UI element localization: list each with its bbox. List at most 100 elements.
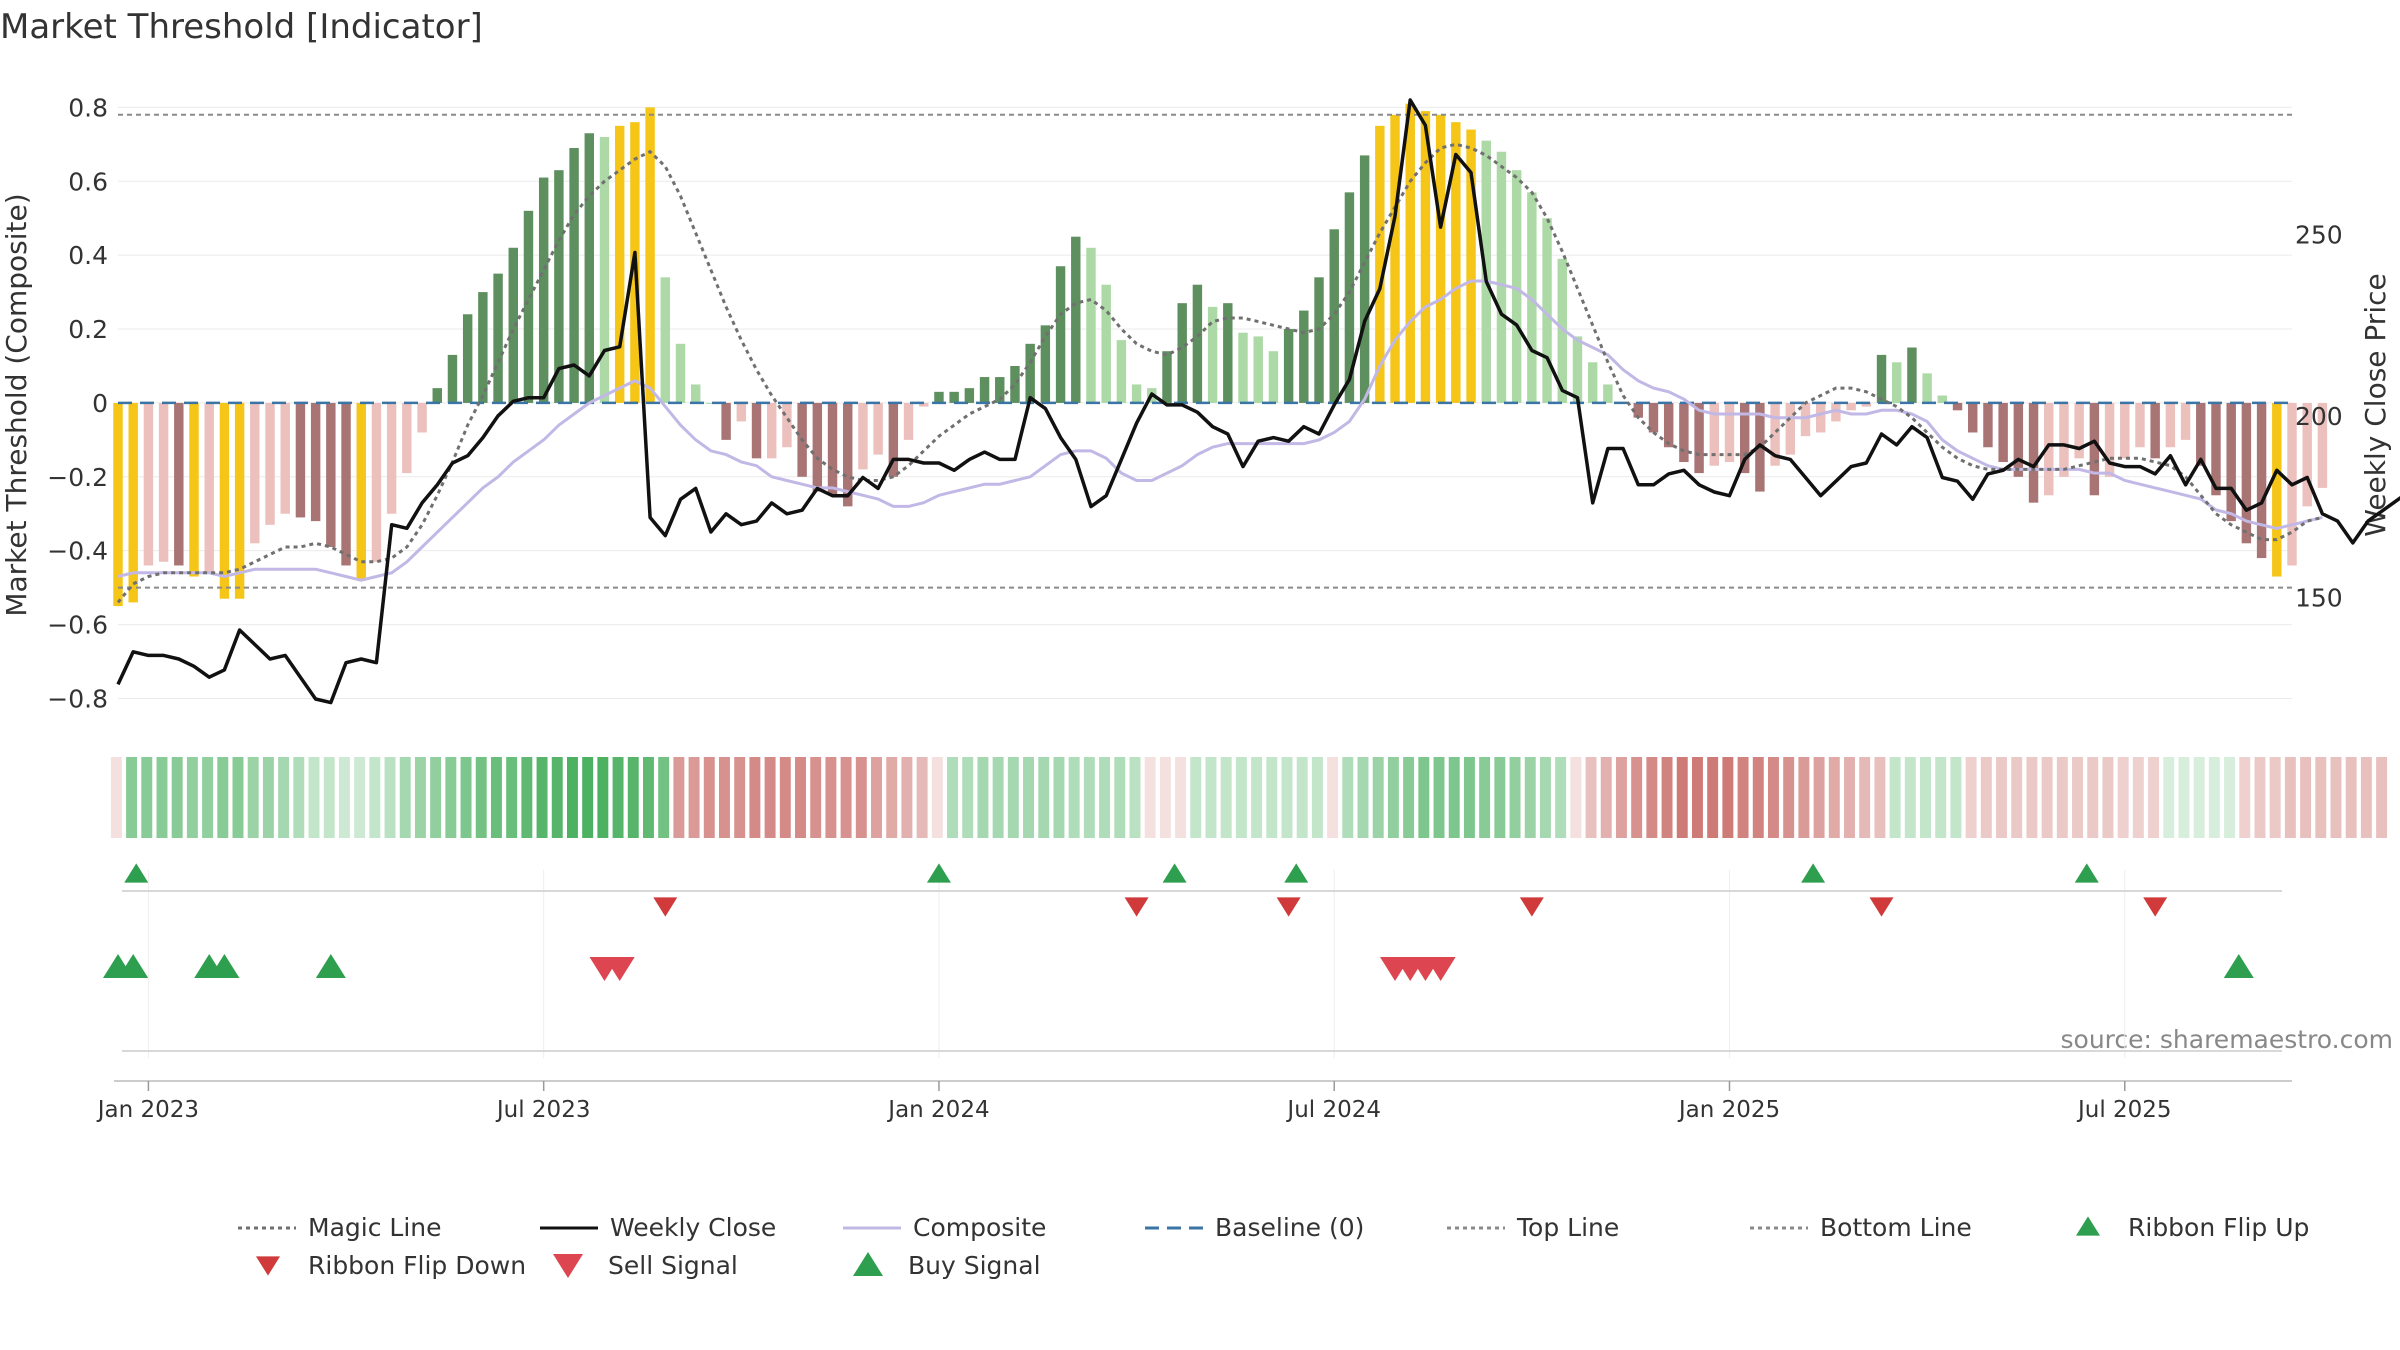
ribbon-flip-up-marker bbox=[926, 863, 951, 883]
bar bbox=[1648, 402, 1659, 433]
ribbon-cell bbox=[2102, 757, 2114, 838]
ribbon-cell bbox=[2208, 757, 2220, 838]
ribbon-cell bbox=[1722, 757, 1734, 838]
ribbon-cell bbox=[110, 757, 122, 838]
ribbon-cell bbox=[308, 757, 320, 838]
bar bbox=[1876, 354, 1887, 403]
bar bbox=[1101, 284, 1111, 403]
ribbon-cell bbox=[247, 757, 259, 838]
ribbon-cell bbox=[1752, 757, 1764, 838]
bar bbox=[508, 247, 518, 403]
ribbon-cell bbox=[566, 757, 578, 838]
ribbon-cell bbox=[1083, 757, 1095, 838]
buy-signal-marker bbox=[315, 954, 346, 978]
bar bbox=[204, 402, 214, 573]
bar bbox=[1633, 402, 1643, 418]
ribbon-cell bbox=[886, 757, 898, 838]
ribbon-cell bbox=[2193, 757, 2205, 838]
bar bbox=[1329, 229, 1339, 403]
ribbon-cell bbox=[2269, 757, 2281, 838]
ribbon-flip-down-marker bbox=[2143, 897, 2168, 917]
ribbon-cell bbox=[1099, 757, 1111, 838]
ribbon-cell bbox=[1615, 757, 1627, 838]
ribbon-cell bbox=[1357, 757, 1369, 838]
bar bbox=[295, 402, 306, 518]
bar bbox=[873, 402, 883, 455]
magic-line bbox=[116, 142, 2323, 604]
bar bbox=[417, 402, 427, 433]
bar bbox=[1679, 402, 1689, 463]
ribbon-cell bbox=[141, 757, 153, 838]
ribbon-cell bbox=[1707, 757, 1719, 838]
ribbon-cell bbox=[1479, 757, 1491, 838]
bar bbox=[569, 148, 579, 403]
bar bbox=[356, 402, 366, 581]
ribbon-cell bbox=[1524, 757, 1536, 838]
x-tick-label: Jan 2025 bbox=[1677, 1097, 1780, 1123]
buy-signal-marker bbox=[118, 954, 149, 978]
ribbon-cell bbox=[582, 757, 594, 838]
ribbon-cell bbox=[1676, 757, 1688, 838]
bar bbox=[113, 402, 123, 607]
bar bbox=[1724, 402, 1735, 463]
ribbon-cell bbox=[1448, 757, 1460, 838]
bar bbox=[1892, 362, 1902, 403]
ribbon-cell bbox=[2345, 757, 2357, 838]
ribbon-cell bbox=[1980, 757, 1992, 838]
ribbon-cell bbox=[2315, 757, 2327, 838]
ribbon-cell bbox=[1828, 757, 1840, 838]
sell-signal-marker bbox=[604, 957, 635, 981]
ribbon-cell bbox=[916, 757, 928, 838]
bar bbox=[326, 402, 336, 547]
bar bbox=[1861, 402, 1872, 407]
x-tick-label: Jul 2023 bbox=[495, 1097, 591, 1123]
ribbon-cell bbox=[399, 757, 411, 838]
ribbon-flip-up-marker bbox=[1284, 863, 1309, 883]
bar bbox=[2317, 402, 2328, 488]
bar bbox=[751, 402, 762, 459]
bar bbox=[1025, 343, 1035, 403]
x-axis: Jan 2023 Jul 2023 Jan 2024 Jul 2024 Jan 2025… bbox=[96, 1080, 2292, 1123]
ribbon-cell bbox=[1190, 757, 1202, 838]
ribbon-cell bbox=[156, 757, 168, 838]
bar bbox=[219, 402, 230, 599]
bar bbox=[1739, 402, 1750, 474]
axis-ticks: 0.8 0.6 0.4 0.2 0 −0.2 −0.4 −0.6 −0.8 250 200 150 bbox=[47, 93, 2342, 713]
bar bbox=[2211, 402, 2221, 496]
ribbon-cell bbox=[262, 757, 274, 838]
y-tick-label: −0.8 bbox=[47, 684, 108, 713]
sell-signal-marker bbox=[1425, 957, 1456, 981]
ribbon-flip-down-marker bbox=[653, 897, 678, 917]
ribbon-cell bbox=[1007, 757, 1019, 838]
x-tick-label: Jul 2024 bbox=[1285, 1097, 1381, 1123]
bar bbox=[447, 354, 458, 403]
bar bbox=[1907, 347, 1917, 403]
ribbon-cell bbox=[931, 757, 943, 838]
bar bbox=[1542, 218, 1552, 403]
y-tick-label: 0.4 bbox=[68, 241, 108, 270]
ribbon-cell bbox=[460, 757, 472, 838]
ribbon-cell bbox=[1023, 757, 1035, 838]
bar bbox=[1268, 351, 1279, 403]
bar bbox=[2059, 402, 2069, 477]
bar bbox=[1952, 402, 1963, 411]
bar bbox=[2074, 402, 2084, 459]
bar bbox=[1086, 247, 1096, 403]
bar bbox=[1968, 402, 1978, 433]
bar bbox=[1238, 332, 1248, 403]
ribbon-cell bbox=[719, 757, 730, 838]
ribbon-cell bbox=[1783, 757, 1795, 838]
ribbon-cell bbox=[2178, 757, 2190, 838]
ribbon-cell bbox=[2239, 757, 2251, 838]
ribbon-cell bbox=[1950, 757, 1962, 838]
ribbon-cell bbox=[1646, 757, 1658, 838]
ribbon-cell bbox=[1387, 757, 1399, 838]
signal-panels bbox=[103, 863, 2282, 1052]
ribbon-cell bbox=[2026, 757, 2038, 838]
legend-label: Ribbon Flip Up bbox=[2128, 1213, 2309, 1242]
ribbon-cell bbox=[1220, 757, 1232, 838]
ribbon-cell bbox=[992, 757, 1004, 838]
x-tick-label: Jan 2024 bbox=[886, 1097, 989, 1123]
bar bbox=[767, 402, 777, 459]
ribbon-flip-up-marker bbox=[124, 863, 149, 883]
